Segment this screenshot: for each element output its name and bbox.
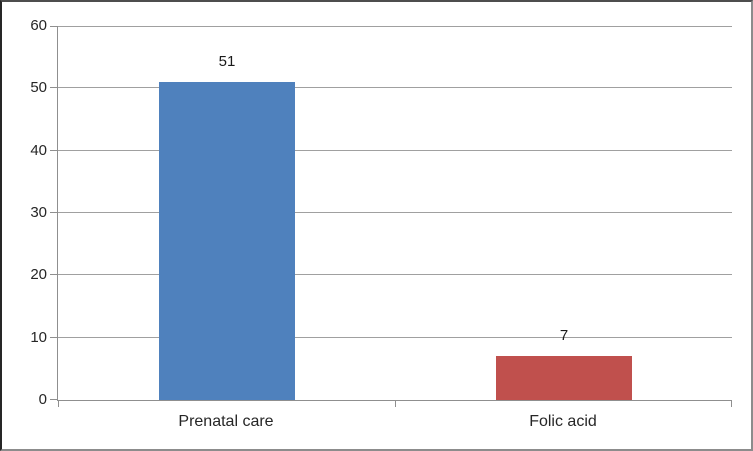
bar-prenatal-care <box>159 82 295 400</box>
y-axis-label-10: 10 <box>30 329 47 346</box>
data-label-7: 7 <box>559 327 569 344</box>
plot-area: 51 7 <box>50 26 732 407</box>
y-axis-tick-0 <box>50 399 58 400</box>
y-axis-tick-20 <box>50 274 58 275</box>
y-axis-tick-40 <box>50 150 58 151</box>
gridline-20 <box>58 274 732 275</box>
y-axis-label-50: 50 <box>30 79 47 96</box>
gridline-40 <box>58 150 732 151</box>
y-axis-tick-60 <box>50 26 58 27</box>
y-axis-label-60: 60 <box>30 17 47 34</box>
y-axis-tick-10 <box>50 337 58 338</box>
gridline-30 <box>58 212 732 213</box>
y-axis-label-20: 20 <box>30 266 47 283</box>
gridline-50 <box>58 87 732 88</box>
y-axis-tick-50 <box>50 87 58 88</box>
y-axis-label-40: 40 <box>30 142 47 159</box>
x-axis-tick-2 <box>731 400 732 407</box>
y-axis-label-30: 30 <box>30 204 47 221</box>
data-label-51: 51 <box>218 53 236 70</box>
y-axis-label-0: 0 <box>38 391 47 408</box>
x-axis-tick-1 <box>395 400 396 407</box>
x-axis-tick-0 <box>58 400 59 407</box>
gridline-10 <box>58 337 732 338</box>
bar-folic-acid <box>496 356 632 400</box>
category-label-prenatal-care: Prenatal care <box>178 413 274 430</box>
category-label-folic-acid: Folic acid <box>529 413 597 430</box>
y-axis-tick-30 <box>50 212 58 213</box>
gridline-60 <box>58 26 732 27</box>
